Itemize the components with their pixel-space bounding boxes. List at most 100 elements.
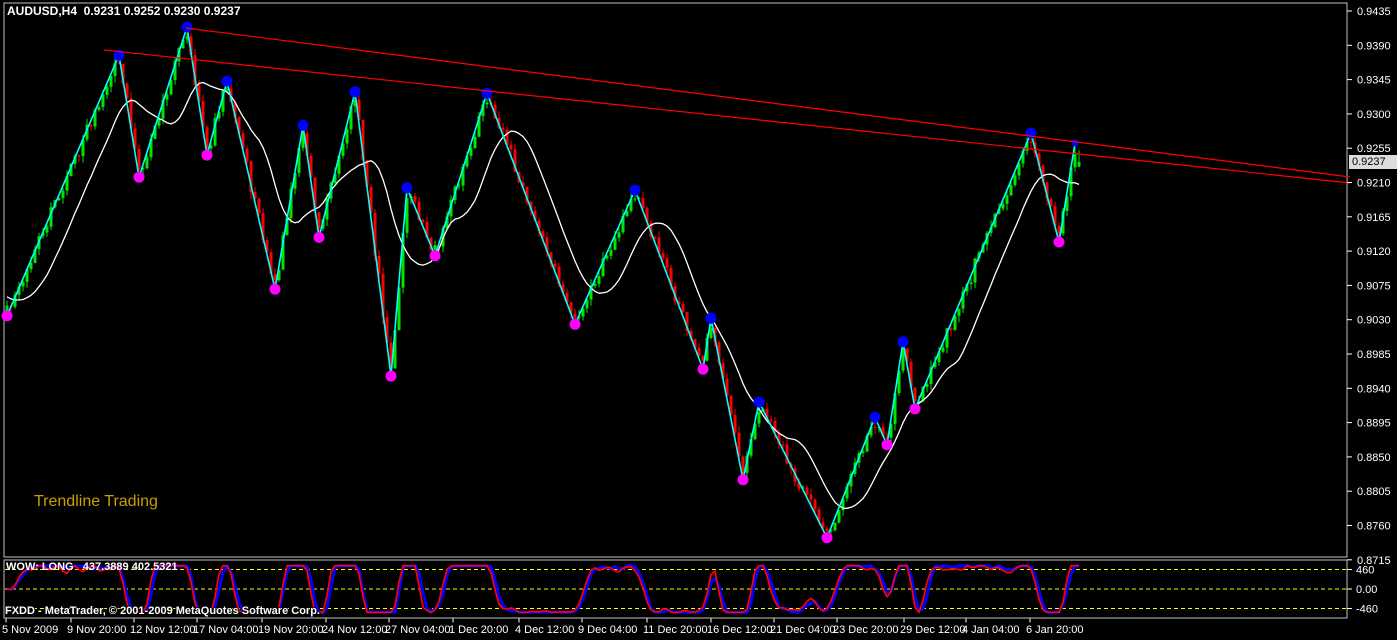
- candle-body: [261, 213, 265, 241]
- candle: [345, 126, 349, 149]
- candle-body: [93, 109, 97, 127]
- indicator-level-label: 460: [1356, 565, 1374, 577]
- candle-body: [129, 98, 133, 129]
- trendline-upper[interactable]: [185, 27, 1351, 178]
- time-axis-label: 11 Dec 20:00: [643, 624, 708, 636]
- candle-body: [85, 124, 89, 140]
- time-axis-label: 19 Nov 20:00: [258, 624, 323, 636]
- candle-body: [285, 217, 289, 236]
- time-axis-label: 5 Nov 2009: [2, 624, 58, 636]
- candle-body: [581, 308, 585, 317]
- candle-body: [809, 494, 813, 500]
- candle-body: [805, 487, 809, 495]
- candle-body: [593, 283, 597, 287]
- candle-body: [777, 432, 781, 445]
- candle-body: [269, 252, 273, 275]
- candle-body: [765, 408, 769, 420]
- price-axis[interactable]: 0.9435 0.9390 0.9345 0.9300 0.9255 0.9210 0.91…: [1347, 6, 1391, 616]
- candle-body: [569, 302, 573, 314]
- candle-body: [1057, 226, 1061, 234]
- candle-body: [677, 301, 681, 305]
- time-axis-label: 27 Nov 04:00: [385, 624, 450, 636]
- candle-body: [969, 282, 973, 285]
- status-bar-text: FXDD - MetaTrader, © 2001-2009 MetaQuote…: [5, 605, 320, 617]
- candle-body: [141, 168, 145, 170]
- candle: [733, 408, 737, 439]
- candle-body: [605, 255, 609, 259]
- price-axis-label: 0.9255: [1357, 143, 1391, 155]
- candle-body: [397, 287, 401, 331]
- candle-body: [61, 190, 65, 199]
- candle-body: [273, 274, 277, 281]
- candle-body: [837, 510, 841, 523]
- candle: [953, 314, 957, 331]
- candle-body: [1049, 198, 1053, 206]
- candle-body: [301, 133, 305, 148]
- swing-high-dot: [297, 119, 309, 131]
- candle-body: [609, 249, 613, 256]
- candle-body: [185, 36, 189, 40]
- trendline-lower[interactable]: [103, 49, 1351, 184]
- candle-body: [553, 263, 557, 267]
- candle: [629, 192, 633, 213]
- candle-body: [49, 207, 53, 227]
- main-chart-area[interactable]: [1, 2, 1351, 558]
- candle-body: [849, 473, 853, 487]
- candle-body: [45, 226, 49, 233]
- swing-high-dot: [401, 182, 413, 194]
- candle-body: [29, 262, 33, 270]
- candle-body: [653, 236, 657, 238]
- price-axis-label: 0.9435: [1357, 6, 1391, 18]
- candle-body: [249, 161, 253, 193]
- candle-body: [13, 294, 17, 307]
- time-axis-label: 24 Nov 12:00: [322, 624, 387, 636]
- candle-body: [173, 61, 177, 81]
- candle: [541, 228, 545, 239]
- candle-body: [717, 342, 721, 364]
- candle-body: [137, 149, 141, 170]
- candle: [1017, 163, 1021, 180]
- price-axis-label: 0.8760: [1357, 521, 1391, 533]
- candle: [777, 428, 781, 450]
- candle-body: [429, 237, 433, 250]
- candle-body: [389, 342, 393, 369]
- candle-body: [377, 255, 381, 275]
- candle: [737, 426, 741, 460]
- swing-high-dot: [349, 86, 361, 98]
- candle-body: [541, 231, 545, 238]
- swing-low-dot: [569, 318, 581, 330]
- candle-body: [753, 423, 757, 440]
- swing-low-dot: [269, 283, 281, 295]
- candle-body: [505, 129, 509, 145]
- chart-title-ohlc: AUDUSD,H4 0.9231 0.9252 0.9230 0.9237: [7, 4, 241, 18]
- candle-body: [473, 136, 477, 148]
- current-price-tag: 0.9237: [1349, 155, 1397, 169]
- candle-body: [69, 163, 73, 177]
- candle-body: [81, 139, 85, 157]
- candle-body: [633, 198, 637, 200]
- candle-body: [649, 222, 653, 237]
- candle-body: [705, 337, 709, 361]
- candle: [957, 308, 961, 323]
- candle-body: [921, 386, 925, 401]
- candle-body: [121, 63, 125, 84]
- candle-body: [665, 258, 669, 268]
- candle-body: [725, 378, 729, 397]
- candle-body: [217, 111, 221, 119]
- candle: [969, 277, 973, 290]
- candle-body: [825, 528, 829, 532]
- candle: [697, 343, 701, 358]
- candle-body: [625, 210, 629, 217]
- price-axis-label: 0.8850: [1357, 452, 1391, 464]
- candle-body: [785, 444, 789, 464]
- candle-body: [833, 522, 837, 531]
- candle-body: [537, 220, 541, 232]
- candle-body: [929, 367, 933, 384]
- candle: [1049, 197, 1053, 208]
- candle-body: [413, 196, 417, 202]
- price-axis-label: 0.8805: [1357, 486, 1391, 498]
- candle: [1005, 188, 1009, 211]
- candle: [17, 282, 21, 301]
